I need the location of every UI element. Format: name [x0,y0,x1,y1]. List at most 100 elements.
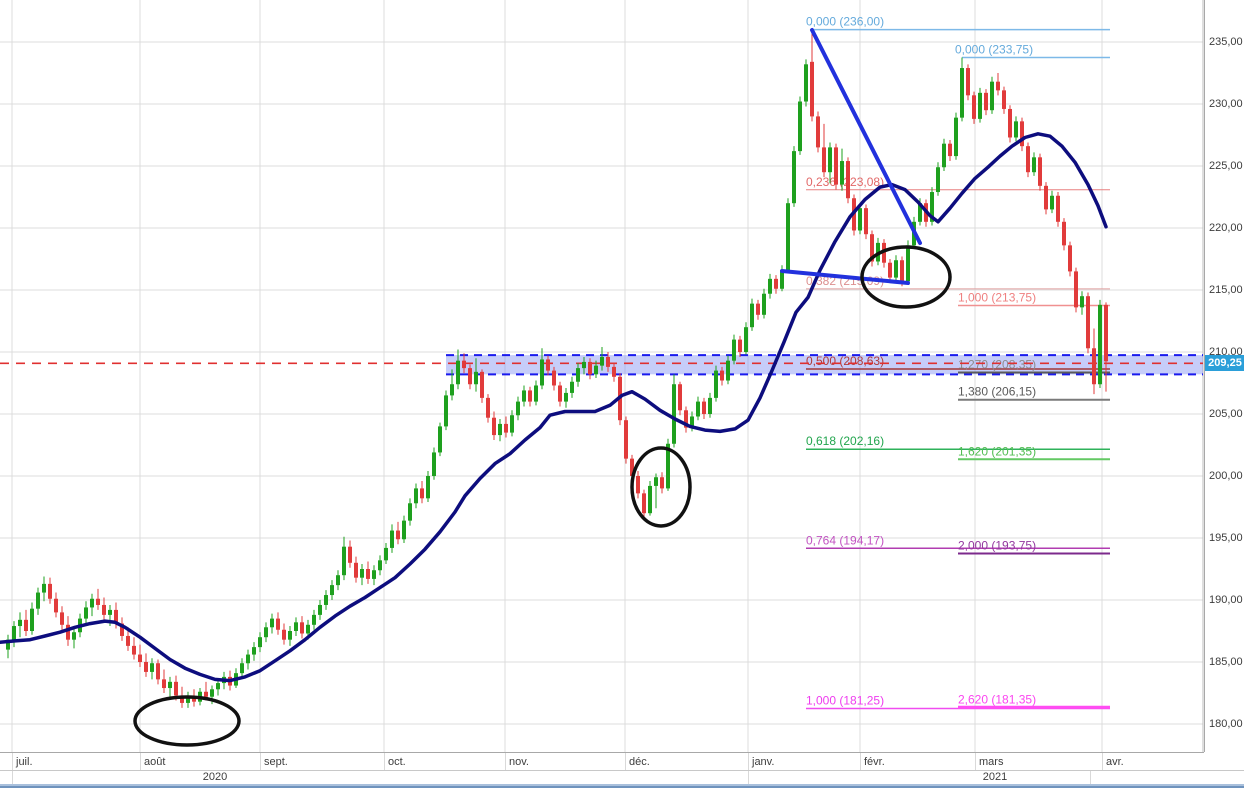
candle[interactable] [666,438,670,491]
candle[interactable] [660,472,664,494]
candle[interactable] [30,602,34,635]
candle[interactable] [894,255,898,282]
candle[interactable] [480,369,484,403]
candle[interactable] [438,422,442,457]
candle[interactable] [1032,152,1036,176]
candle[interactable] [252,642,256,661]
candle[interactable] [282,623,286,645]
candle[interactable] [120,617,124,641]
candle[interactable] [786,198,790,273]
candle[interactable] [450,369,454,401]
candle[interactable] [396,521,400,545]
candle[interactable] [504,416,508,438]
candle[interactable] [420,480,424,504]
candle[interactable] [948,139,952,162]
candle[interactable] [1050,190,1054,214]
candle[interactable] [972,91,976,124]
candle[interactable] [366,561,370,584]
candle[interactable] [474,358,478,392]
candle[interactable] [774,275,778,294]
candle[interactable] [18,612,22,638]
candle[interactable] [792,146,796,207]
candle[interactable] [840,148,844,191]
candle[interactable] [846,157,850,204]
candle[interactable] [138,644,142,667]
candle[interactable] [870,230,874,267]
fib-retracement-label-5[interactable]: 0,764 (194,17) [806,533,884,547]
fib-retracement-label-3[interactable]: 0,500 (208,63) [806,354,884,368]
price-axis[interactable]: 235,00 230,00 225,00 220,00 215,00 210,00 205,… [1204,0,1244,752]
candle[interactable] [1044,182,1048,215]
candle[interactable] [996,73,1000,96]
candle[interactable] [312,609,316,630]
candle[interactable] [720,366,724,386]
fib-extension-label-4[interactable]: 1,620 (201,35) [958,444,1036,458]
candle[interactable] [102,597,106,620]
candle[interactable] [606,352,610,372]
candle[interactable] [156,659,160,685]
candle[interactable] [768,273,772,299]
candle[interactable] [552,366,556,391]
candle[interactable] [372,565,376,586]
candle[interactable] [684,406,688,433]
candle[interactable] [498,418,502,442]
candle[interactable] [96,588,100,610]
candle[interactable] [150,658,154,680]
candle[interactable] [1002,86,1006,114]
candle[interactable] [642,489,646,519]
candle[interactable] [288,626,292,646]
candle[interactable] [426,471,430,503]
candle[interactable] [1098,299,1102,388]
candle[interactable] [36,587,40,615]
candle[interactable] [390,524,394,553]
candle[interactable] [414,483,418,509]
candle[interactable] [1074,267,1078,313]
fib-extension-label-6[interactable]: 2,620 (181,35) [958,692,1036,706]
candle[interactable] [798,96,802,155]
fib-retracement-label-1[interactable]: 0,236 (223,08) [806,175,884,189]
candle[interactable] [834,143,838,190]
candle[interactable] [810,29,814,122]
candle[interactable] [954,112,958,160]
candle[interactable] [708,392,712,418]
candle[interactable] [168,676,172,698]
candle[interactable] [648,480,652,516]
candle[interactable] [594,360,598,379]
candle[interactable] [582,356,586,375]
candle[interactable] [432,447,436,480]
candle[interactable] [144,653,148,677]
candle[interactable] [864,204,868,240]
candle[interactable] [294,617,298,636]
candle[interactable] [402,515,406,543]
candle[interactable] [978,87,982,123]
candle[interactable] [828,142,832,184]
candlestick-plot-area[interactable]: 0,000 (236,00)0,236 (223,08)0,382 (215,0… [0,0,1204,752]
candle[interactable] [678,381,682,416]
candle[interactable] [804,59,808,107]
candle[interactable] [444,390,448,431]
candle[interactable] [822,123,826,178]
candle[interactable] [744,322,748,355]
candle[interactable] [462,353,466,374]
candle[interactable] [354,556,358,583]
candle[interactable] [258,632,262,653]
candle[interactable] [1062,218,1066,251]
candle[interactable] [984,89,988,116]
candle[interactable] [558,381,562,407]
candle[interactable] [1104,302,1108,392]
ellipse-annotation-1[interactable] [630,446,692,528]
candle[interactable] [60,606,64,630]
candle[interactable] [1086,292,1090,354]
candle[interactable] [24,609,28,636]
candle[interactable] [324,590,328,610]
candle[interactable] [1092,328,1096,395]
candle[interactable] [696,396,700,421]
candle[interactable] [1056,192,1060,227]
candle[interactable] [1026,142,1030,178]
candle[interactable] [738,335,742,357]
candle[interactable] [348,540,352,568]
candle[interactable] [54,592,58,618]
candle[interactable] [990,76,994,114]
candle[interactable] [534,380,538,406]
candle[interactable] [714,365,718,402]
